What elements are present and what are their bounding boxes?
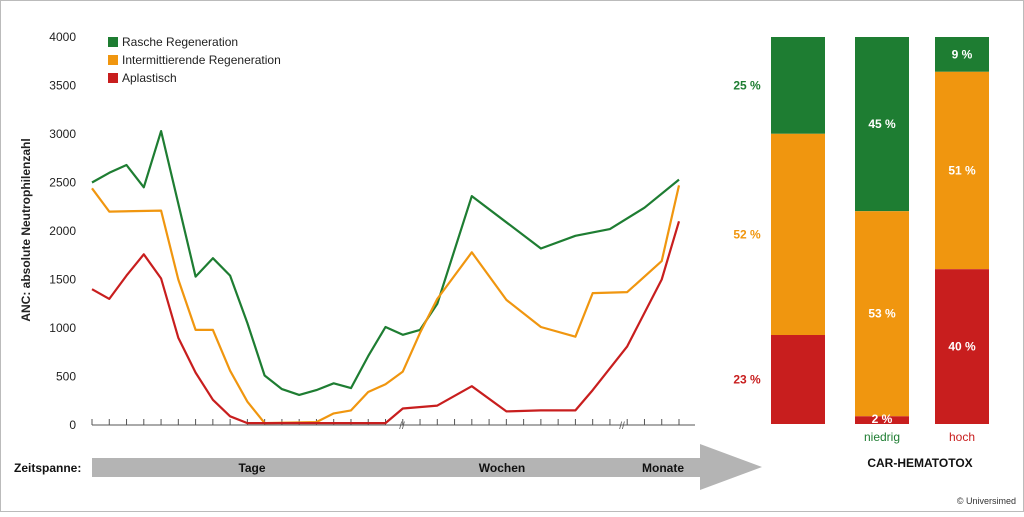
bar-value-label: 25 % [733, 78, 761, 92]
bar-value-label: 51 % [948, 164, 976, 178]
timeline-arrow [92, 444, 762, 490]
legend-label: Rasche Regeneration [122, 35, 238, 49]
bar-category-label: hoch [949, 430, 975, 444]
y-tick-label: 1000 [49, 321, 76, 335]
bar-value-label: 53 % [868, 307, 896, 321]
series-line-1 [91, 130, 680, 396]
bar-category-labels: niedrig hoch [864, 430, 975, 444]
bars: 25 % 52 % 23 % 45 % 53 % 2 % 9 % 51 % 40 % [733, 37, 989, 426]
axis-break-2: // [619, 421, 625, 432]
bar-segment [771, 37, 825, 134]
y-tick-label: 3500 [49, 79, 76, 93]
timeline-segment-wochen: Wochen [479, 461, 525, 475]
y-tick-label: 3000 [49, 127, 76, 141]
y-tick-label: 2500 [49, 176, 76, 190]
bar-value-label: 2 % [872, 412, 893, 426]
y-tick-label: 0 [69, 418, 76, 432]
credit: © Universimed [957, 496, 1016, 506]
bar-segment [935, 37, 989, 72]
timeline: Zeitspanne: Tage Wochen Monate [14, 444, 762, 490]
series-line-2 [91, 185, 681, 425]
bar-segment [935, 269, 989, 424]
y-tick-label: 1500 [49, 273, 76, 287]
y-axis-ticks: 0 500 1000 1500 2000 2500 3000 3500 4000 [49, 30, 76, 432]
bar-value-label: 52 % [733, 227, 761, 241]
bar-segment [935, 71, 989, 270]
legend-swatch [108, 55, 118, 65]
stacked-bar-chart: 25 % 52 % 23 % 45 % 53 % 2 % 9 % 51 % 40 % niedr… [733, 37, 989, 470]
axis-break-1: // [399, 421, 405, 432]
bar-segment [855, 211, 909, 417]
series-line-3 [91, 220, 681, 425]
legend-swatch [108, 37, 118, 47]
bar-value-label: 40 % [948, 340, 976, 354]
y-tick-label: 4000 [49, 30, 76, 44]
legend: Rasche Regeneration Intermittierende Rege… [108, 35, 281, 85]
bar-segment [855, 37, 909, 212]
y-axis-label: ANC: absolute Neutrophilenzahl [19, 138, 33, 321]
series-lines [91, 130, 681, 425]
legend-label: Aplastisch [122, 71, 177, 85]
bar-segment [771, 335, 825, 424]
legend-label: Intermittierende Regeneration [122, 53, 281, 67]
y-tick-label: 2000 [49, 224, 76, 238]
bar-segment [771, 133, 825, 335]
bar-category-label: niedrig [864, 430, 900, 444]
bar-group-label: CAR-HEMATOTOX [867, 456, 972, 470]
bar-value-label: 45 % [868, 117, 896, 131]
bar-value-label: 9 % [952, 47, 973, 61]
timeline-segment-monate: Monate [642, 461, 684, 475]
y-tick-label: 500 [56, 370, 76, 384]
bar-segment [855, 416, 909, 424]
bar-value-label: 23 % [733, 373, 761, 387]
axis-breaks: // // [399, 421, 625, 432]
timeline-segment-tage: Tage [238, 461, 265, 475]
timeline-label: Zeitspanne: [14, 461, 81, 475]
legend-swatch [108, 73, 118, 83]
line-chart: 0 500 1000 1500 2000 2500 3000 3500 4000 // // A… [19, 30, 695, 432]
